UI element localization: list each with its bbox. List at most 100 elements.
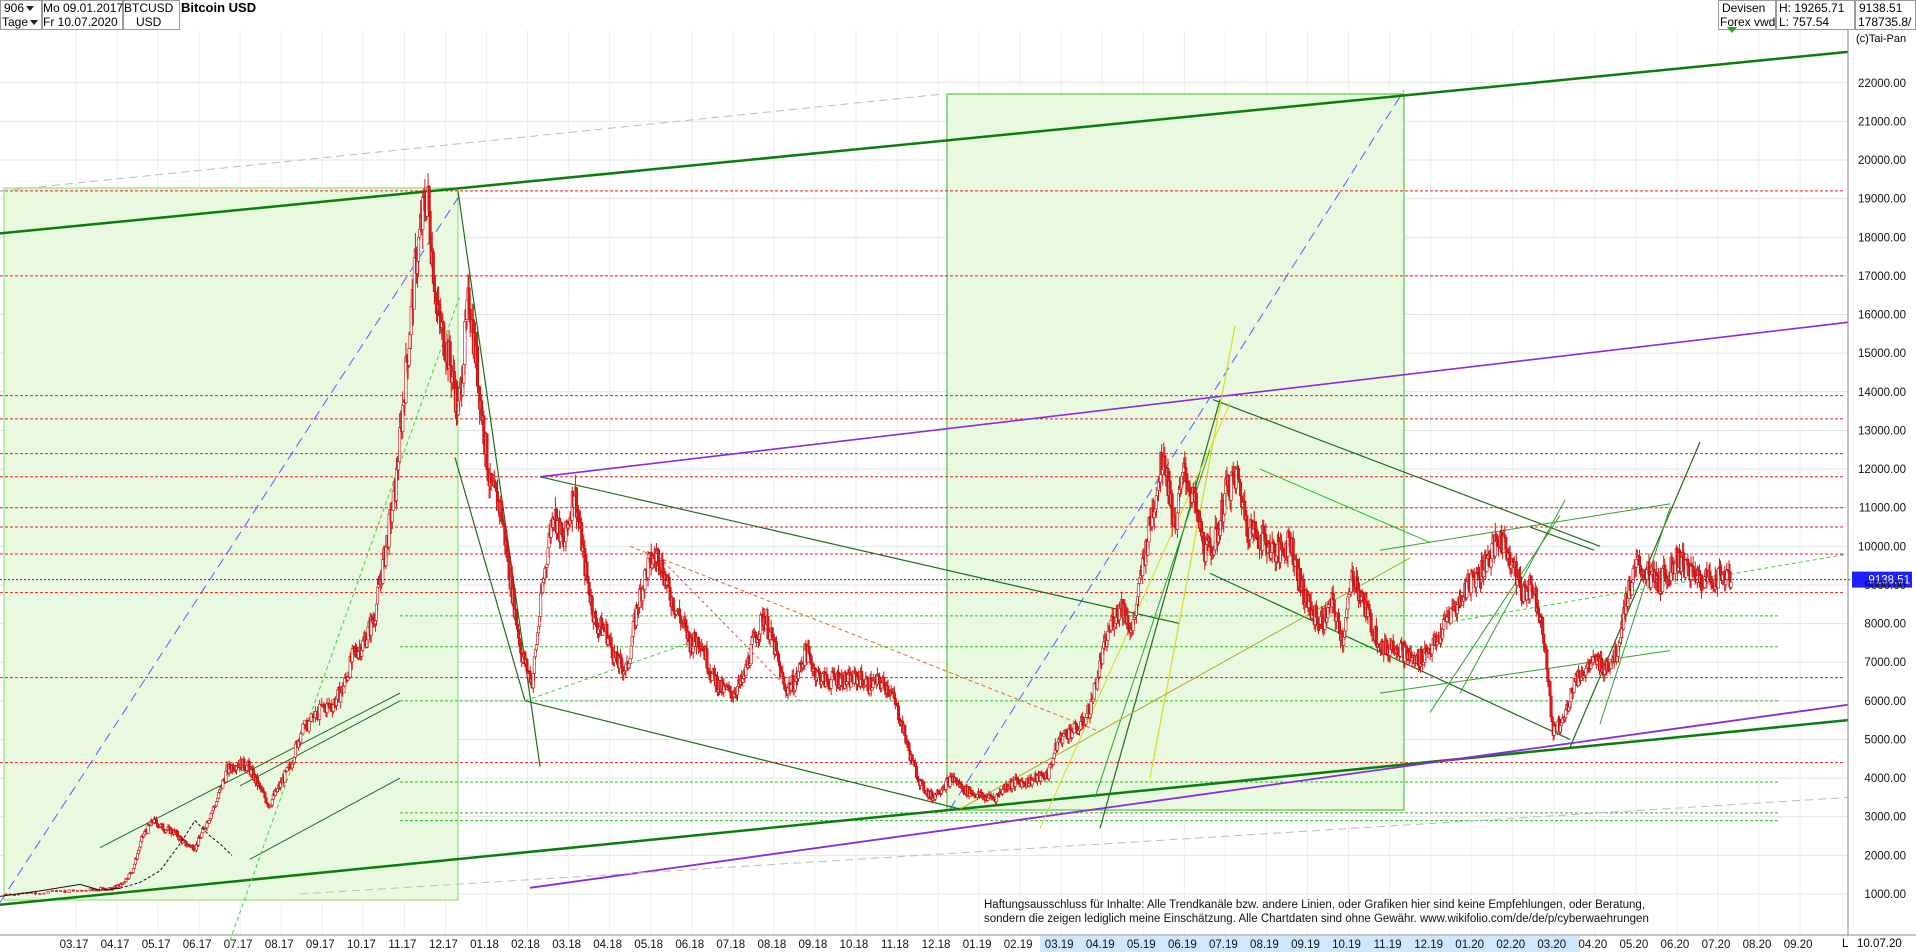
- copyright: (c)Tai-Pan: [1856, 33, 1907, 45]
- candle-body: [398, 427, 402, 462]
- long-term-lower-channel: [0, 718, 1849, 907]
- y-tick-label: 13000.00: [1858, 425, 1906, 437]
- x-tick-label: 10.18: [840, 939, 869, 951]
- x-tick-label: 02.19: [1004, 939, 1033, 951]
- bars-count-value: 906: [4, 1, 25, 15]
- y-tick-label: 19000.00: [1858, 194, 1906, 206]
- candle-body: [775, 650, 779, 655]
- candle-body: [493, 481, 497, 489]
- disclaimer-line-1: Haftungsausschluss für Inhalte: Alle Tre…: [984, 899, 1646, 911]
- y-tick-label: 3000.00: [1864, 812, 1906, 824]
- y-tick-label: 8000.00: [1864, 619, 1906, 631]
- log-scale-button[interactable]: L: [1842, 938, 1849, 950]
- date-to[interactable]: Fr 10.07.2020: [43, 15, 118, 29]
- y-tick-label: 10000.00: [1858, 541, 1906, 553]
- candle-body: [307, 721, 311, 732]
- candle-body: [1545, 649, 1549, 670]
- orange-dotted: [629, 545, 1101, 733]
- candle-body: [63, 890, 67, 893]
- candle-body: [778, 661, 782, 667]
- blue-dashed-trend-2: [949, 90, 1405, 810]
- candle-body: [539, 592, 543, 617]
- symbol-box[interactable]: [123, 0, 180, 30]
- y-tick-label: 14000.00: [1858, 387, 1906, 399]
- blue-dashed-trend: [0, 194, 461, 903]
- candle-body: [1194, 492, 1198, 511]
- disclaimer: Haftungsausschluss für Inhalte: Alle Tre…: [984, 898, 1649, 926]
- candle-body: [502, 523, 506, 527]
- candle-body: [914, 766, 918, 778]
- y-tick-label: 9000.00: [1864, 580, 1906, 592]
- candle-body: [1175, 512, 1179, 530]
- x-tick-label: 10.17: [347, 939, 376, 951]
- yellow-steep: [1149, 326, 1236, 779]
- x-tick-label: 09.20: [1784, 939, 1813, 951]
- horizontal-levels: [0, 190, 1845, 822]
- candle-body: [886, 685, 890, 695]
- x-tick-label: 01.18: [470, 939, 499, 951]
- currency: USD: [136, 15, 162, 29]
- candle-body: [361, 640, 365, 651]
- x-tick-label: 01.19: [963, 939, 992, 951]
- x-tick-label: 06.17: [183, 939, 212, 951]
- recovery-channel: [1569, 441, 1701, 748]
- chart-title: Bitcoin USD: [181, 0, 257, 15]
- x-tick-label: 01.20: [1455, 939, 1484, 951]
- date-from[interactable]: Mo 09.01.2017: [43, 1, 124, 15]
- candle-body: [207, 820, 211, 824]
- x-tick-label: 04.19: [1086, 939, 1115, 951]
- recovery-channel-2: [1599, 507, 1671, 725]
- interval-select[interactable]: Tage: [2, 15, 41, 29]
- grey-dashed-upper: [0, 93, 941, 192]
- triangle-top: [1379, 503, 1671, 551]
- bars-count[interactable]: 906: [4, 1, 37, 15]
- symbol[interactable]: BTCUSD: [124, 1, 174, 15]
- fan-2020-2: [1459, 499, 1566, 694]
- y-tick-label: 22000.00: [1858, 78, 1906, 90]
- low-value: L: 757.54: [1779, 15, 1830, 29]
- last-price-line: 9138.51: [0, 571, 1912, 588]
- candle-body: [33, 892, 37, 895]
- price-candles: [0, 173, 1733, 897]
- market-info-box: [1718, 0, 1776, 30]
- candle-body: [46, 891, 50, 894]
- chevron-down-icon[interactable]: [30, 20, 39, 26]
- price-tag: 9138.51: [1868, 575, 1910, 587]
- candle-body: [29, 892, 33, 895]
- candle-body: [155, 819, 159, 824]
- candle-body: [42, 892, 46, 895]
- candle-body: [4, 893, 8, 896]
- marker-triangle-icon: [1727, 27, 1737, 33]
- chevron-down-icon[interactable]: [26, 6, 35, 12]
- x-tick-label: 07.17: [224, 939, 253, 951]
- candle-body: [50, 890, 54, 892]
- x-tick-label: 05.18: [634, 939, 663, 951]
- down-channel-upper: [1212, 398, 1601, 547]
- candle-body: [629, 645, 633, 660]
- y-tick-label: 2000.00: [1864, 850, 1906, 862]
- x-tick-label: 12.17: [429, 939, 458, 951]
- early-price-path: [119, 819, 233, 889]
- x-tick-label: 09.19: [1291, 939, 1320, 951]
- steep-up-2: [1094, 449, 1211, 798]
- candle-body: [299, 733, 303, 743]
- x-tick-label: 11.18: [881, 939, 909, 951]
- candle-body: [390, 509, 394, 523]
- candle-body: [76, 889, 80, 892]
- trend-lines: [0, 50, 1849, 941]
- y-tick-label: 21000.00: [1858, 116, 1906, 128]
- x-tick-label: 03.18: [552, 939, 581, 951]
- candle-body: [264, 797, 268, 803]
- date-range-box[interactable]: [42, 0, 123, 30]
- candle-body: [55, 890, 59, 892]
- candle-body: [38, 893, 42, 895]
- candle-body: [127, 873, 131, 879]
- candle-body: [318, 703, 322, 720]
- x-tick-label: 05.17: [142, 939, 171, 951]
- uptrend-2017-2: [239, 700, 401, 787]
- x-tick-label: 03.19: [1045, 939, 1074, 951]
- candle-body: [71, 889, 75, 892]
- candle-body: [485, 433, 489, 471]
- y-tick-label: 20000.00: [1858, 155, 1906, 167]
